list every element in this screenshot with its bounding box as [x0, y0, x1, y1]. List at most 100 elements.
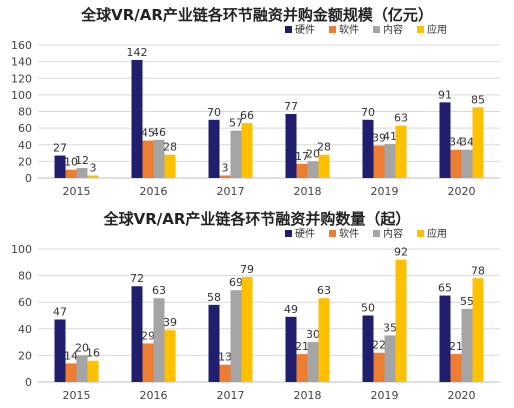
bar: [54, 319, 66, 382]
legend-swatch: [373, 26, 380, 33]
bar: [395, 125, 407, 178]
data-label: 21: [295, 340, 309, 353]
data-label: 46: [152, 126, 166, 139]
bar: [307, 342, 319, 382]
legend-label: 应用: [427, 227, 447, 240]
chart-title: 全球VR/AR产业链各环节融资并购金额规模（亿元）: [80, 6, 433, 24]
chart-title: 全球VR/AR产业链各环节融资并购数量（起）: [103, 210, 411, 228]
bar: [65, 363, 77, 382]
x-tick-label: 2018: [294, 185, 322, 198]
x-tick-label: 2016: [140, 389, 168, 402]
bar: [164, 330, 176, 382]
bar: [241, 123, 253, 178]
data-label: 16: [86, 347, 100, 360]
bar: [153, 298, 165, 382]
y-tick-label: 100: [11, 89, 32, 102]
data-label: 91: [438, 88, 452, 101]
data-label: 3: [222, 162, 229, 175]
data-label: 57: [229, 117, 243, 130]
bar: [153, 139, 165, 178]
bar: [219, 175, 231, 178]
data-label: 20: [306, 147, 320, 160]
legend-label: 内容: [383, 23, 403, 36]
bar: [318, 154, 330, 178]
y-tick-label: 40: [18, 139, 32, 152]
bar: [307, 161, 319, 178]
legend-label: 软件: [339, 227, 359, 240]
bar: [230, 290, 242, 382]
legend-swatch: [285, 26, 292, 33]
y-tick-label: 0: [25, 376, 32, 389]
y-tick-label: 20: [18, 349, 32, 362]
data-label: 69: [229, 276, 243, 289]
bar: [208, 119, 220, 178]
bar: [76, 168, 88, 178]
legend-swatch: [373, 230, 380, 237]
x-tick-label: 2017: [217, 389, 245, 402]
data-label: 49: [284, 303, 298, 316]
data-label: 29: [141, 329, 155, 342]
bar: [461, 149, 473, 178]
bar: [142, 343, 154, 382]
data-label: 92: [394, 246, 408, 259]
bar: [362, 315, 374, 382]
data-label: 3: [90, 162, 97, 175]
bar: [373, 145, 385, 178]
bar: [87, 175, 99, 178]
data-label: 17: [295, 150, 309, 163]
x-tick-label: 2015: [63, 389, 91, 402]
data-label: 78: [471, 264, 485, 277]
bar: [450, 354, 462, 382]
data-label: 66: [240, 109, 254, 122]
bar: [384, 143, 396, 178]
legend-swatch: [417, 230, 424, 237]
data-label: 85: [471, 93, 485, 106]
legend-swatch: [285, 230, 292, 237]
bar: [87, 360, 99, 382]
x-tick-label: 2019: [371, 389, 399, 402]
bar: [450, 149, 462, 178]
data-label: 35: [383, 321, 397, 334]
y-tick-label: 120: [11, 72, 32, 85]
data-label: 39: [372, 132, 386, 145]
data-label: 72: [130, 272, 144, 285]
bar: [439, 102, 451, 178]
data-label: 63: [394, 112, 408, 125]
bar: [472, 107, 484, 178]
bar: [285, 316, 297, 382]
bar: [384, 335, 396, 382]
data-label: 22: [372, 339, 386, 352]
bar: [472, 278, 484, 382]
count-chart: 全球VR/AR产业链各环节融资并购数量（起） 0 20 40 60 80 100 硬件 软件 内容…: [11, 210, 500, 402]
data-label: 70: [361, 106, 375, 119]
data-label: 63: [152, 284, 166, 297]
bar: [208, 304, 220, 382]
y-tick-label: 0: [25, 172, 32, 185]
bar: [142, 140, 154, 178]
data-label: 39: [163, 316, 177, 329]
amount-chart: 全球VR/AR产业链各环节融资并购金额规模（亿元） 0 20 40 60 80 100 120…: [11, 6, 500, 198]
data-label: 79: [240, 263, 254, 276]
bar: [373, 352, 385, 382]
bar: [296, 354, 308, 382]
y-tick-label: 40: [18, 323, 32, 336]
data-label: 12: [75, 154, 89, 167]
legend-label: 软件: [339, 23, 359, 36]
data-label: 55: [460, 295, 474, 308]
data-label: 10: [64, 156, 78, 169]
data-label: 70: [207, 106, 221, 119]
x-tick-label: 2017: [217, 185, 245, 198]
legend-label: 硬件: [295, 24, 315, 36]
data-label: 63: [317, 284, 331, 297]
bar: [219, 364, 231, 382]
bar: [362, 119, 374, 178]
x-tick-label: 2016: [140, 185, 168, 198]
data-label: 34: [449, 136, 463, 149]
data-label: 47: [53, 305, 67, 318]
x-tick-label: 2020: [448, 185, 476, 198]
y-tick-label: 20: [18, 155, 32, 168]
bar: [318, 298, 330, 382]
bar: [395, 259, 407, 382]
y-tick-label: 60: [18, 296, 32, 309]
data-label: 77: [284, 100, 298, 113]
